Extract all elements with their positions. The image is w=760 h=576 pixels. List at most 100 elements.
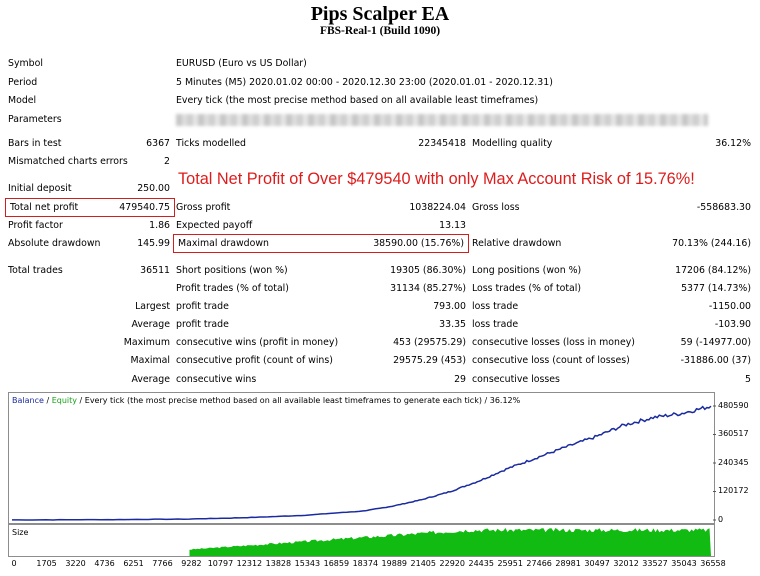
relative-drawdown-label: Relative drawdown <box>472 238 562 249</box>
chart-legend: Balance / Equity / Every tick (the most … <box>12 396 521 405</box>
short-positions-value: 19305 (86.30%) <box>390 265 466 276</box>
x-tick-label: 18374 <box>352 559 379 568</box>
x-tick-label: 19889 <box>381 559 408 568</box>
legend-balance: Balance <box>12 396 44 405</box>
relative-drawdown-value: 70.13% (244.16) <box>672 238 751 249</box>
profit-trades-label: Profit trades (% of total) <box>176 283 289 294</box>
x-tick-label: 30497 <box>584 559 610 568</box>
bars-label: Bars in test <box>8 138 62 149</box>
parameters-blurred <box>176 114 708 126</box>
report-title: Pips Scalper EA <box>310 3 450 25</box>
avg-consecutive-wins-label: consecutive wins <box>176 374 257 385</box>
average-label: Average <box>131 319 171 330</box>
average-loss-label: loss trade <box>472 319 519 330</box>
net-profit-label: Total net profit <box>10 202 79 213</box>
largest-loss-value: -1150.00 <box>708 301 751 312</box>
volume-area <box>189 528 711 556</box>
quality-label: Modelling quality <box>472 138 553 149</box>
ticks-label: Ticks modelled <box>176 138 247 149</box>
x-tick-label: 28981 <box>555 559 581 568</box>
x-tick-label: 0 <box>11 559 17 568</box>
x-tick-label: 22920 <box>439 559 465 568</box>
total-trades-value: 36511 <box>140 265 170 276</box>
x-tick-label: 10797 <box>207 559 234 568</box>
y-tick-label: 480590 <box>718 401 749 410</box>
symbol-label: Symbol <box>8 58 43 69</box>
loss-trades-label: Loss trades (% of total) <box>472 283 582 294</box>
maximal-consecutive-loss-label: consecutive loss (count of losses) <box>472 355 630 366</box>
deposit-label: Initial deposit <box>8 183 72 194</box>
balance-series-line <box>12 405 712 521</box>
net-profit-highlight <box>5 198 175 217</box>
x-tick-label: 6251 <box>123 559 144 568</box>
x-tick-label: 27466 <box>526 559 552 568</box>
x-tick-label: 1705 <box>36 559 57 568</box>
avg-consecutive-losses-value: 5 <box>745 374 751 385</box>
x-tick-label: 21405 <box>410 559 436 568</box>
largest-label: Largest <box>135 301 170 312</box>
absolute-drawdown-label: Absolute drawdown <box>8 238 101 249</box>
x-tick-label: 16859 <box>323 559 350 568</box>
ticks-value: 22345418 <box>418 138 466 149</box>
maximal-drawdown-label: Maximal drawdown <box>178 238 269 249</box>
loss-trades-value: 5377 (14.73%) <box>681 283 751 294</box>
x-tick-label: 32012 <box>613 559 639 568</box>
x-tick-label: 36558 <box>700 559 726 568</box>
maximum-label: Maximum <box>123 337 170 348</box>
maximal-consecutive-profit-value: 29575.29 (453) <box>393 355 466 366</box>
gross-loss-value: -558683.30 <box>696 202 751 213</box>
net-profit-value: 479540.75 <box>119 202 170 213</box>
legend-description: / Every tick (the most precise method ba… <box>76 396 521 405</box>
gross-profit-label: Gross profit <box>176 202 231 213</box>
mismatch-value: 2 <box>164 156 170 167</box>
gross-profit-value: 1038224.04 <box>409 202 466 213</box>
period-label: Period <box>8 77 38 88</box>
max-consecutive-losses-label: consecutive losses (loss in money) <box>472 337 635 348</box>
parameters-label: Parameters <box>8 114 62 125</box>
short-positions-label: Short positions (won %) <box>176 265 288 276</box>
largest-profit-value: 793.00 <box>433 301 466 312</box>
x-tick-label: 3220 <box>65 559 86 568</box>
long-positions-value: 17206 (84.12%) <box>675 265 751 276</box>
average-consecutive-label: Average <box>131 374 171 385</box>
gross-loss-label: Gross loss <box>472 202 520 213</box>
max-drawdown-highlight <box>173 234 469 253</box>
report-subtitle: FBS-Real-1 (Build 1090) <box>319 25 441 37</box>
long-positions-label: Long positions (won %) <box>472 265 582 276</box>
y-tick-label: 360517 <box>718 429 749 439</box>
maximal-label: Maximal <box>130 355 170 366</box>
expected-payoff-value: 13.13 <box>439 220 466 231</box>
largest-profit-label: profit trade <box>176 301 229 312</box>
x-tick-label: 12312 <box>236 559 263 568</box>
mismatch-label: Mismatched charts errors <box>8 156 128 167</box>
x-tick-label: 35043 <box>671 559 697 568</box>
volume-label: Size <box>12 528 29 537</box>
quality-value: 36.12% <box>715 138 751 149</box>
model-label: Model <box>8 95 37 106</box>
profit-factor-value: 1.86 <box>149 220 170 231</box>
absolute-drawdown-value: 145.99 <box>137 238 170 249</box>
y-tick-label: 0 <box>718 515 724 524</box>
maximal-consecutive-profit-label: consecutive profit (count of wins) <box>176 355 333 366</box>
avg-consecutive-wins-value: 29 <box>454 374 466 385</box>
y-tick-label: 240345 <box>718 457 749 467</box>
max-consecutive-wins-label: consecutive wins (profit in money) <box>176 337 339 348</box>
x-tick-label: 13828 <box>265 559 292 568</box>
balance-chart <box>8 392 715 524</box>
avg-consecutive-losses-label: consecutive losses <box>472 374 560 385</box>
model-value: Every tick (the most precise method base… <box>176 95 539 106</box>
deposit-value: 250.00 <box>137 183 170 194</box>
legend-equity: Equity <box>51 396 77 405</box>
largest-loss-label: loss trade <box>472 301 519 312</box>
x-tick-label: 15343 <box>294 559 321 568</box>
profit-trades-value: 31134 (85.27%) <box>390 283 466 294</box>
x-tick-label: 33527 <box>642 559 668 568</box>
headline-annotation: Total Net Profit of Over $479540 with on… <box>178 170 695 188</box>
expected-payoff-label: Expected payoff <box>176 220 253 231</box>
maximal-consecutive-loss-value: -31886.00 (37) <box>680 355 751 366</box>
bars-value: 6367 <box>146 138 170 149</box>
symbol-value: EURUSD (Euro vs US Dollar) <box>176 58 307 69</box>
total-trades-label: Total trades <box>8 265 63 276</box>
average-profit-value: 33.35 <box>439 319 466 330</box>
